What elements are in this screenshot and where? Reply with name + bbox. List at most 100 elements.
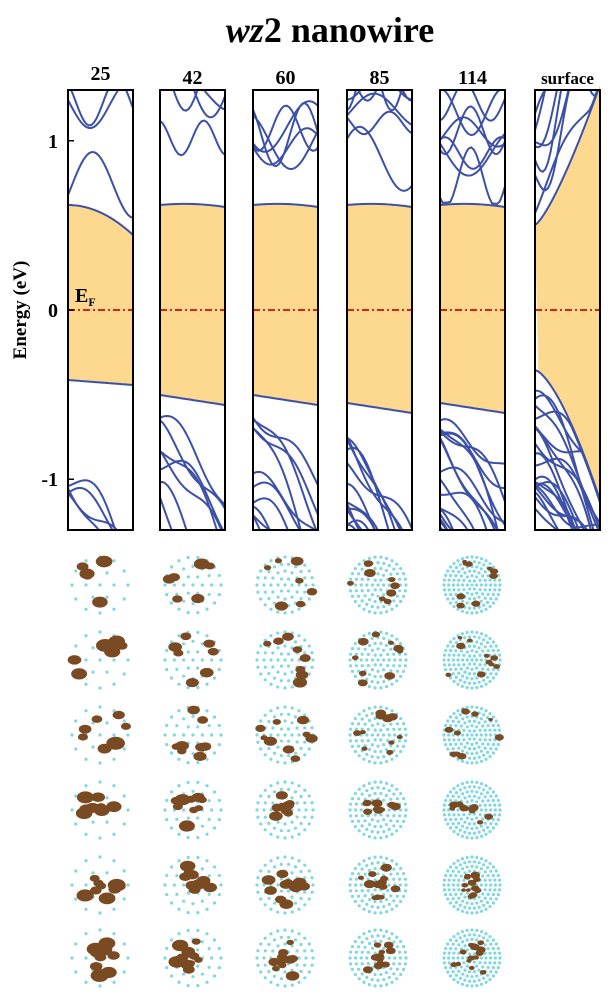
- atom: [279, 589, 284, 593]
- atom: [482, 903, 486, 907]
- band-line: [172, 90, 199, 112]
- orbital-plot: [70, 928, 130, 988]
- band-line: [253, 114, 318, 171]
- atom: [370, 636, 374, 640]
- atom: [255, 583, 259, 587]
- atom: [186, 855, 190, 860]
- orbital-lobe: [278, 948, 289, 957]
- atom: [219, 658, 223, 662]
- atom: [365, 827, 369, 831]
- orbital-lobe: [277, 962, 287, 969]
- atom: [470, 677, 474, 681]
- atom: [447, 653, 451, 657]
- atom: [382, 978, 386, 982]
- atom: [172, 583, 176, 587]
- atom: [283, 780, 287, 784]
- atom: [348, 956, 352, 960]
- atom: [207, 947, 211, 951]
- atom: [70, 808, 74, 812]
- atom: [287, 712, 291, 716]
- atom: [488, 711, 492, 716]
- atom: [217, 892, 221, 897]
- band-line: [68, 492, 119, 530]
- atom: [457, 878, 461, 882]
- atom: [379, 928, 383, 932]
- atom: [451, 644, 455, 648]
- atom: [370, 978, 374, 982]
- panel-label: 60: [276, 67, 296, 89]
- atom: [452, 738, 456, 742]
- atom: [475, 790, 479, 794]
- atom: [112, 607, 116, 611]
- atom: [484, 907, 488, 911]
- atom: [382, 905, 386, 909]
- atom: [399, 791, 403, 796]
- atom: [263, 651, 267, 655]
- atom: [486, 592, 490, 596]
- atom: [470, 902, 474, 906]
- orbital-lobe: [381, 961, 390, 968]
- orbital-lobe: [378, 596, 386, 602]
- atom: [454, 973, 458, 977]
- atom: [481, 574, 485, 578]
- atom: [448, 790, 453, 794]
- orbital-lobe: [351, 655, 359, 661]
- atom: [84, 859, 88, 863]
- atom: [448, 901, 453, 905]
- atom: [403, 962, 407, 966]
- atom: [373, 663, 377, 667]
- atom: [112, 583, 116, 587]
- atom: [290, 658, 294, 662]
- atom: [293, 901, 298, 905]
- atom: [459, 817, 463, 821]
- atom: [196, 575, 200, 579]
- atom: [303, 801, 307, 805]
- atom: [196, 725, 200, 729]
- atom: [256, 876, 260, 880]
- atom: [307, 569, 311, 573]
- atom: [475, 855, 479, 860]
- atom: [460, 759, 465, 763]
- atom: [163, 883, 167, 887]
- atom: [349, 950, 353, 954]
- atom: [212, 751, 217, 755]
- atom: [196, 910, 200, 915]
- atom: [467, 672, 472, 676]
- orbital-lobe: [283, 809, 294, 817]
- atom: [465, 938, 469, 942]
- orbital-lobe: [203, 639, 216, 648]
- atom: [382, 658, 386, 662]
- atom: [459, 574, 463, 578]
- atom: [165, 592, 169, 597]
- atom: [465, 790, 469, 794]
- atom: [359, 583, 363, 587]
- atom: [91, 595, 95, 599]
- atom: [354, 577, 358, 581]
- atom: [493, 888, 497, 892]
- orbital-lobe: [191, 792, 205, 803]
- band-line: [70, 90, 133, 127]
- atom: [488, 934, 492, 939]
- atom: [475, 685, 479, 690]
- atom: [382, 946, 386, 950]
- atom: [491, 667, 495, 672]
- atom: [98, 705, 102, 709]
- atom: [205, 757, 209, 761]
- band-panel: 114: [439, 67, 506, 531]
- atom: [177, 559, 181, 563]
- atom: [263, 936, 267, 940]
- atom: [463, 895, 467, 899]
- atom: [98, 583, 102, 587]
- atom: [475, 640, 479, 644]
- atom: [449, 573, 453, 578]
- atom: [457, 888, 461, 892]
- atom: [389, 647, 393, 651]
- orbital-lobe: [77, 733, 89, 741]
- atom: [395, 904, 399, 908]
- atom: [452, 588, 456, 592]
- atom: [486, 750, 490, 754]
- atom: [479, 684, 484, 688]
- atom: [484, 733, 488, 737]
- atom: [196, 964, 200, 968]
- atom: [382, 680, 386, 684]
